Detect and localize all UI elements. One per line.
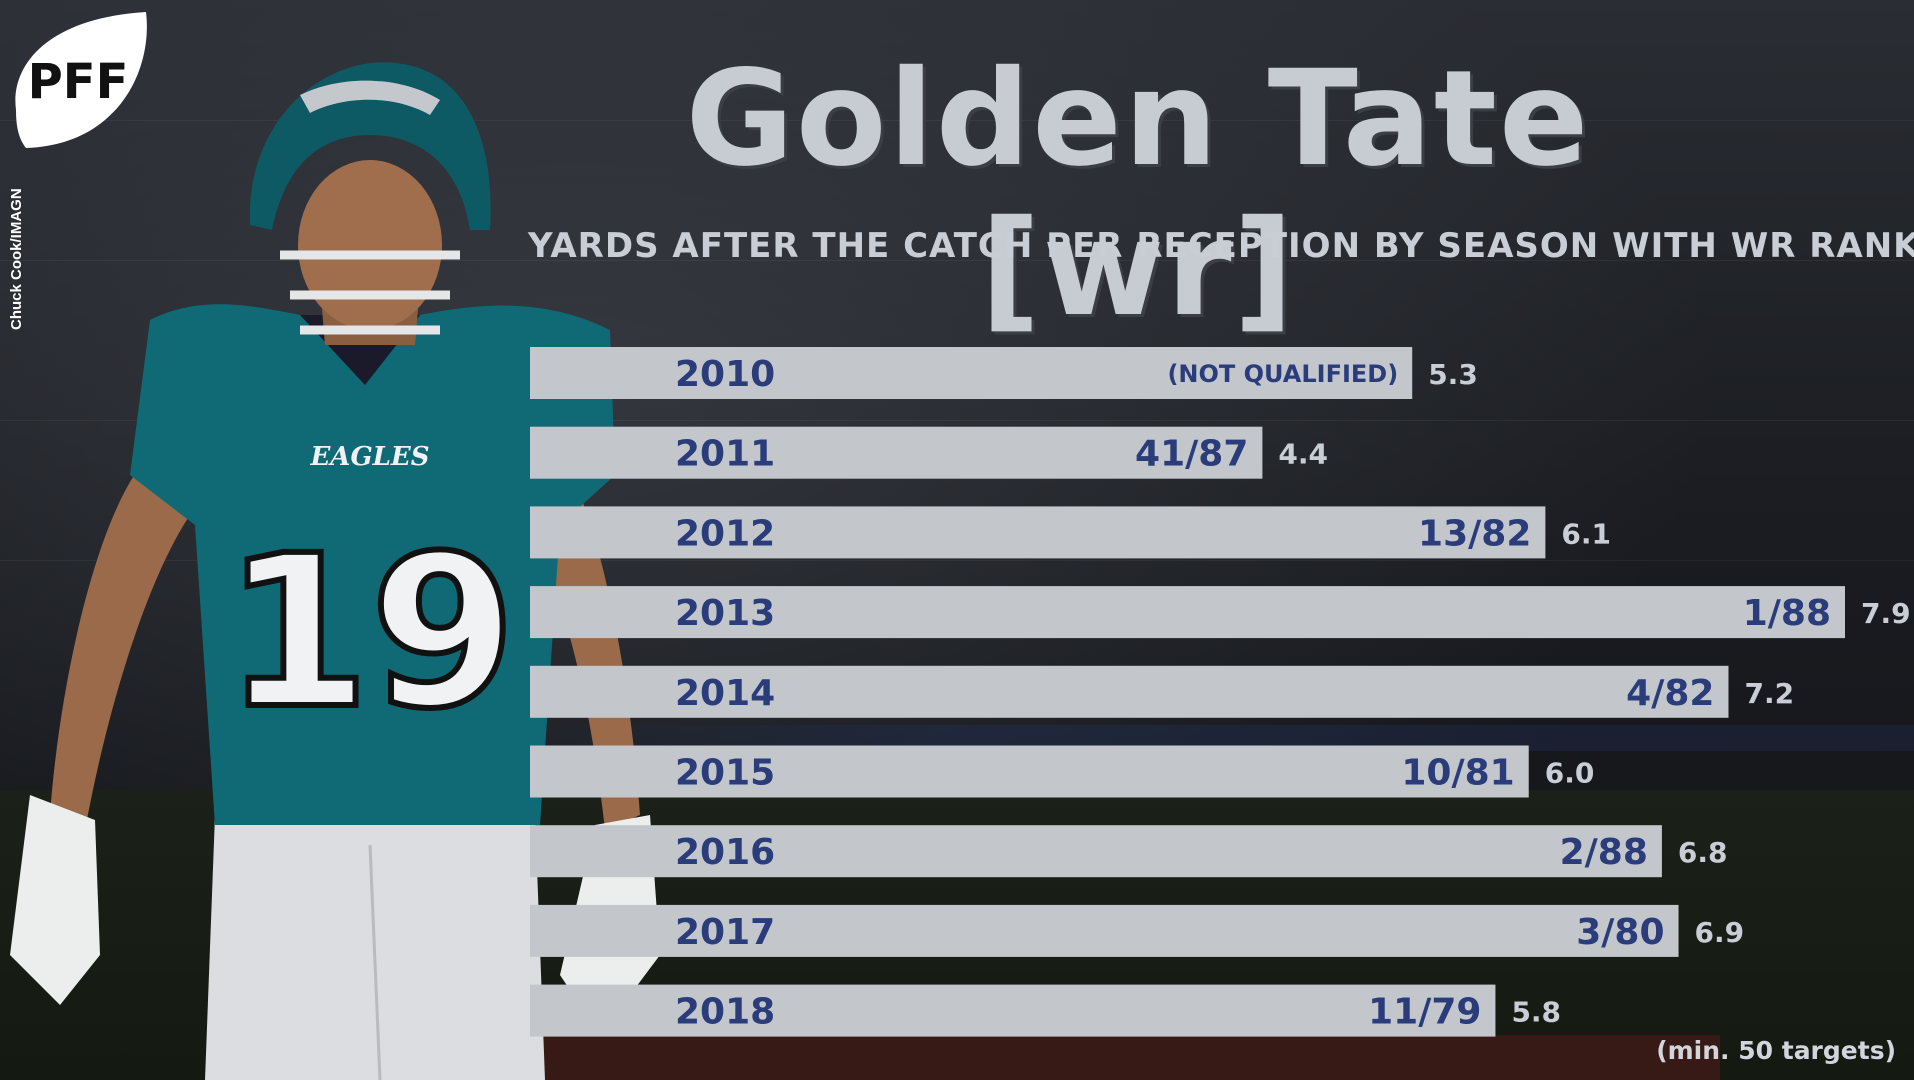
bar-2010: [530, 347, 1413, 399]
rank-label-2012: 13/82: [1418, 513, 1531, 554]
bar-2015: [530, 745, 1529, 798]
stadium-stands-line: [0, 560, 1914, 561]
stadium-stands-line: [0, 260, 1914, 261]
bar-2016: [530, 825, 1662, 878]
value-label-2011: 4.4: [1278, 438, 1328, 471]
rank-label-2017: 3/80: [1576, 912, 1664, 953]
logo-text: PFF: [28, 54, 129, 110]
pff-logo: PFF: [15, 12, 147, 148]
value-label-2010: 5.3: [1428, 358, 1478, 391]
rank-label-2011: 41/87: [1135, 434, 1248, 475]
bar-2018: [530, 984, 1496, 1037]
bar-2017: [530, 904, 1679, 957]
endzone-paint: [520, 1035, 1720, 1080]
category-label-2015: 2015: [675, 753, 775, 794]
bar-2011: [530, 426, 1263, 479]
category-label-2018: 2018: [675, 992, 775, 1033]
jersey-number: 19: [224, 510, 516, 755]
category-label-2012: 2012: [675, 513, 775, 554]
category-label-2013: 2013: [675, 593, 775, 634]
rank-label-2010: (NOT QUALIFIED): [1167, 360, 1398, 388]
rank-label-2018: 11/79: [1368, 992, 1481, 1033]
rank-label-2016: 2/88: [1560, 832, 1648, 873]
chart-note: (min. 50 targets): [1656, 1036, 1896, 1065]
category-label-2017: 2017: [675, 912, 775, 953]
rank-label-2014: 4/82: [1626, 673, 1714, 714]
chart-title: Golden Tate [wr]: [685, 42, 1591, 346]
bar-2013: [530, 586, 1845, 639]
value-label-2018: 5.8: [1511, 996, 1561, 1029]
bar-2012: [530, 506, 1546, 559]
value-label-2016: 6.8: [1678, 836, 1728, 869]
value-label-2012: 6.1: [1561, 517, 1611, 550]
value-label-2017: 6.9: [1695, 916, 1745, 949]
team-wordmark: EAGLES: [309, 442, 429, 472]
category-label-2014: 2014: [675, 673, 775, 714]
value-label-2014: 7.2: [1744, 677, 1794, 710]
stadium-stands-line: [0, 420, 1914, 421]
category-label-2010: 2010: [675, 354, 775, 395]
rank-label-2015: 10/81: [1401, 753, 1514, 794]
rank-label-2013: 1/88: [1743, 593, 1831, 634]
category-label-2016: 2016: [675, 832, 775, 873]
chart-subtitle: YARDS AFTER THE CATCH PER RECEPTION BY S…: [528, 226, 1914, 266]
value-label-2013: 7.9: [1861, 597, 1911, 630]
category-label-2011: 2011: [675, 434, 775, 475]
value-label-2015: 6.0: [1545, 757, 1595, 790]
bar-2014: [530, 665, 1729, 718]
stadium-stands-line: [0, 120, 1914, 121]
